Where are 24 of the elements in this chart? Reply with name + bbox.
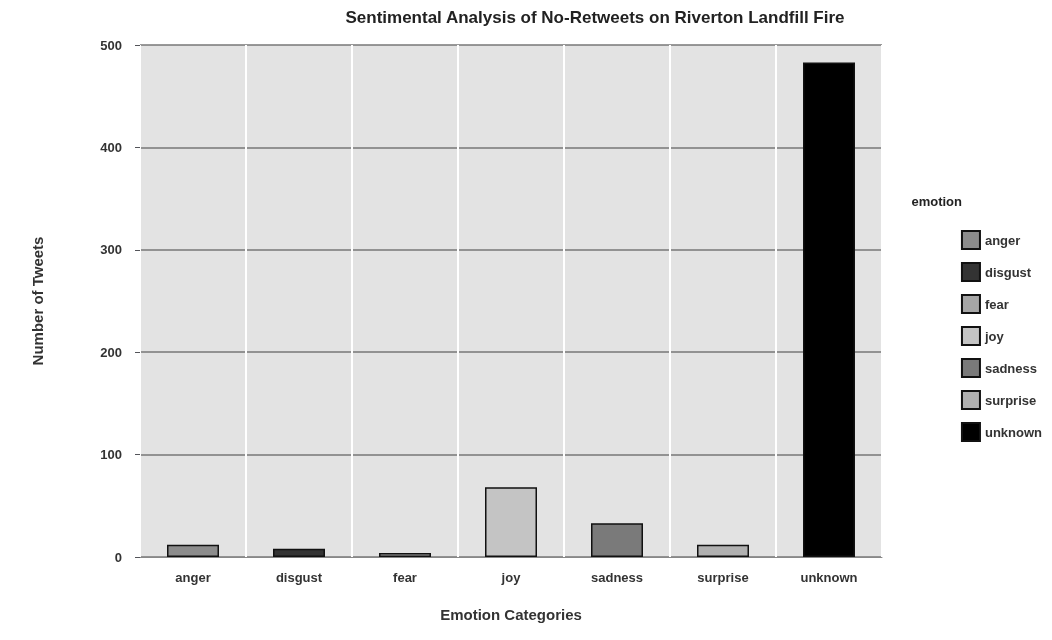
- x-tick-label: sadness: [590, 570, 644, 585]
- x-tick-label: surprise: [697, 570, 749, 585]
- legend-label: surprise: [984, 392, 1037, 408]
- legend-label: joy: [983, 328, 1005, 344]
- chart-title: Sentimental Analysis of No-Retweets on Riverton Landfill Fire: [345, 8, 845, 27]
- y-tick-label: 100: [100, 447, 122, 463]
- legend-title: emotion: [911, 194, 963, 209]
- y-axis-title: Number of Tweets: [29, 236, 46, 366]
- legend-label: anger: [984, 232, 1021, 248]
- x-tick-label: anger: [175, 570, 211, 585]
- legend-label: fear: [984, 296, 1009, 312]
- legend-label: disgust: [984, 264, 1032, 280]
- legend-label: sadness: [984, 360, 1037, 376]
- x-tick-label: fear: [393, 570, 417, 585]
- y-tick-label: 400: [100, 139, 122, 155]
- x-tick-label: disgust: [275, 570, 323, 585]
- x-axis-title: Emotion Categories: [440, 606, 582, 623]
- y-tick-label: 200: [100, 344, 122, 360]
- y-tick-label: 300: [100, 242, 122, 258]
- x-tick-label: unknown: [800, 570, 858, 585]
- legend-label: unknown: [984, 424, 1043, 440]
- y-tick-label: 500: [100, 37, 122, 53]
- x-tick-label: joy: [500, 570, 522, 585]
- y-tick-label: 0: [114, 549, 122, 565]
